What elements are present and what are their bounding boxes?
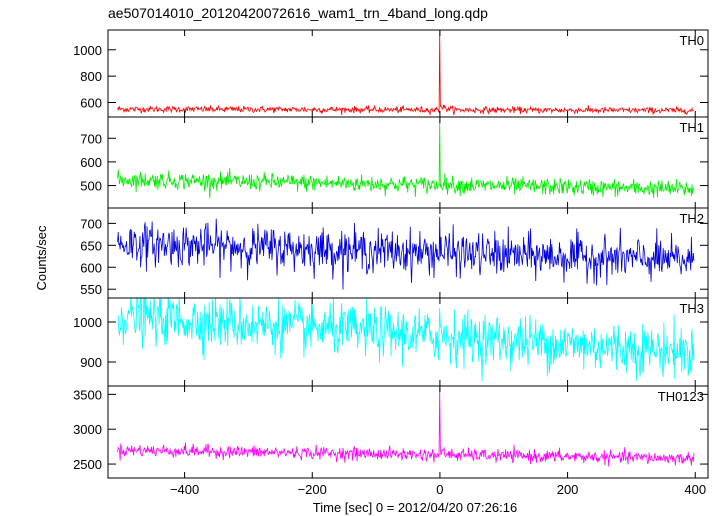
y-tick-label: 1000 [73,43,102,58]
y-tick-label: 2500 [73,457,102,472]
panel-label: TH0123 [658,389,704,404]
series-th0 [117,31,695,116]
y-tick-label: 700 [80,131,102,146]
y-tick-label: 700 [80,216,102,231]
panel-th2: 550 600 650 700 TH2 [80,207,709,299]
y-axis-label: Counts/sec [34,225,49,291]
y-tick-label: 800 [80,69,102,84]
chart-title: ae507014010_20120420072616_wam1_trn_4ban… [108,5,488,21]
panel-label: TH1 [679,120,704,135]
y-tick-label: 600 [80,96,102,111]
x-axis: −400 −200 0 200 400 [170,482,706,497]
y-tick-label: 900 [80,355,102,370]
panel-th0: 600 800 1000 TH0 [73,29,709,118]
series-th3 [117,298,695,382]
y-tick-label: 500 [80,179,102,194]
panel-label: TH0 [679,33,704,48]
panel-frame [107,385,709,479]
y-tick-label: 600 [80,155,102,170]
y-tick-label: 1000 [73,315,102,330]
y-tick-label: 600 [80,260,102,275]
panels-group: 600 800 1000 TH0 500 600 700 TH1 550 600 650 700 TH2… [73,29,709,479]
series-th2 [117,216,695,290]
y-tick-label: 550 [80,282,102,297]
x-tick-label: −200 [298,482,327,497]
series-th1 [117,119,695,199]
panel-frame [107,29,709,118]
panel-th0123: 2500 3000 3500 TH0123 [73,385,709,479]
x-tick-label: 200 [557,482,579,497]
panel-label: TH2 [679,211,704,226]
y-tick-label: 3500 [73,387,102,402]
series-th0123 [117,387,695,467]
x-tick-label: 0 [436,482,443,497]
panel-label: TH3 [679,301,704,316]
x-tick-label: 400 [684,482,706,497]
panel-th3: 900 1000 TH3 [73,297,709,387]
x-axis-label: Time [sec] 0 = 2012/04/20 07:26:16 [313,500,517,515]
y-tick-label: 3000 [73,422,102,437]
x-tick-label: −400 [170,482,199,497]
y-tick-label: 650 [80,238,102,253]
panel-th1: 500 600 700 TH1 [80,116,709,209]
